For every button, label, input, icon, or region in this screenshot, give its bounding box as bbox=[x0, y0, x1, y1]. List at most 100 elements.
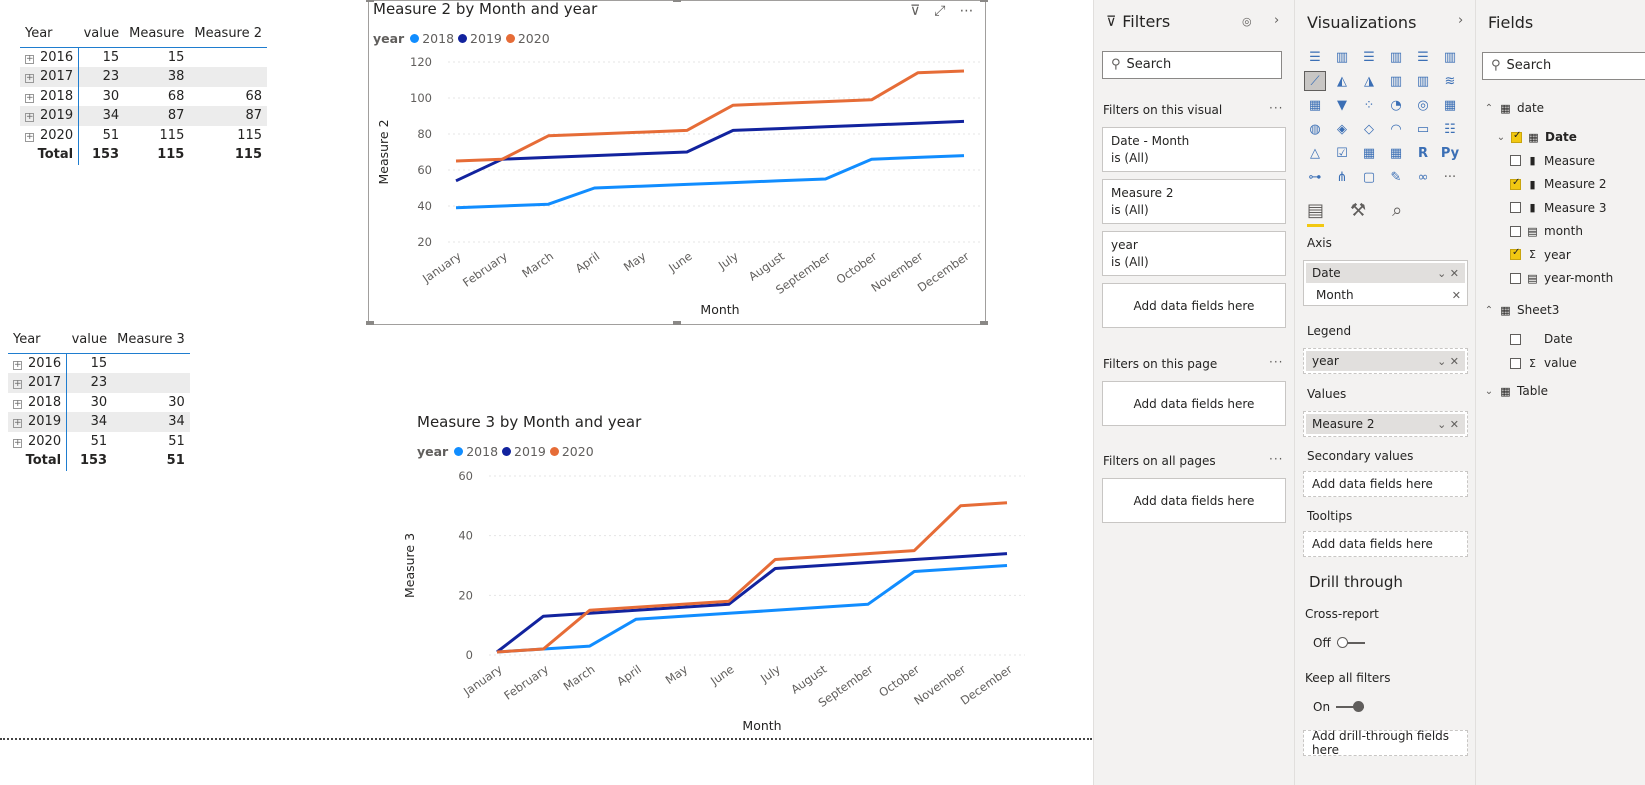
field-item[interactable]: ▮ Measure bbox=[1510, 154, 1595, 168]
table-row[interactable]: +2017 23 bbox=[8, 373, 190, 393]
add-visual-filter-drop[interactable]: Add data fields here bbox=[1102, 283, 1286, 328]
ribbon-chart-icon[interactable]: ≋ bbox=[1444, 73, 1456, 89]
field-checkbox[interactable] bbox=[1510, 225, 1521, 237]
expand-chevron-icon[interactable]: ⌄ bbox=[1484, 385, 1494, 397]
100-bar-chart-icon[interactable]: ☰ bbox=[1417, 49, 1429, 65]
slicer-icon[interactable]: ☑ bbox=[1336, 145, 1348, 161]
line-chart-measure-2[interactable]: Measure 2 by Month and year ⊽ ⤢ ⋯ year 2… bbox=[366, 0, 988, 325]
table-row[interactable]: +2016 15 15 bbox=[20, 47, 267, 67]
line-column-chart-icon[interactable]: ▥ bbox=[1389, 73, 1403, 89]
table-sheet3[interactable]: ⌃ ▦ Sheet3 bbox=[1484, 303, 1560, 317]
add-page-filter-drop[interactable]: Add data fields here bbox=[1102, 381, 1286, 426]
fields-tab-icon[interactable]: ▤ bbox=[1307, 200, 1325, 227]
legend-item-2019[interactable]: 2019 bbox=[458, 31, 502, 46]
table-row[interactable]: +2017 23 38 bbox=[20, 67, 268, 87]
cross-report-toggle[interactable]: Off bbox=[1313, 636, 1365, 650]
more-options-icon[interactable]: ⋯ bbox=[959, 3, 974, 19]
field-item[interactable]: ▮ Measure 2 bbox=[1510, 177, 1606, 191]
series-line-2018[interactable] bbox=[455, 154, 965, 210]
kpi-icon[interactable]: △ bbox=[1310, 145, 1320, 161]
axis-well[interactable]: Date ⌄ ✕ Month ✕ bbox=[1303, 260, 1468, 306]
column-header-year[interactable]: Year bbox=[20, 26, 79, 48]
field-controls[interactable]: ⌄ ✕ bbox=[1437, 266, 1459, 280]
table-date[interactable]: ⌃ ▦ date bbox=[1484, 101, 1544, 115]
table-row[interactable]: +2016 15 bbox=[8, 353, 190, 373]
field-item[interactable]: ▮ Measure 3 bbox=[1510, 201, 1606, 215]
analytics-magnifier-icon[interactable]: ⌕ bbox=[1392, 200, 1403, 221]
clustered-column-chart-icon[interactable]: ▥ bbox=[1389, 49, 1403, 65]
series-line-2019[interactable] bbox=[496, 552, 1008, 654]
map-icon[interactable]: ◍ bbox=[1309, 121, 1321, 137]
expand-chevron-icon[interactable]: ⌄ bbox=[1496, 131, 1506, 143]
scatter-chart-icon[interactable]: ⁘ bbox=[1363, 97, 1375, 113]
column-header-measure[interactable]: Measure bbox=[124, 26, 190, 48]
qa-icon[interactable]: ▢ bbox=[1362, 169, 1376, 185]
expand-icon[interactable]: + bbox=[25, 73, 34, 84]
field-checkbox[interactable] bbox=[1510, 155, 1521, 166]
shape-map-icon[interactable]: ◇ bbox=[1364, 121, 1374, 137]
python-visual-icon[interactable]: Py bbox=[1440, 145, 1460, 161]
legend-item-2020[interactable]: 2020 bbox=[505, 31, 550, 46]
field-checkbox[interactable] bbox=[1511, 130, 1522, 143]
stacked-bar-chart-icon[interactable]: ☰ bbox=[1309, 49, 1321, 65]
keep-filters-toggle[interactable]: On bbox=[1313, 700, 1365, 714]
format-paint-roller-icon[interactable]: ⚒ bbox=[1350, 200, 1367, 221]
card-icon[interactable]: ▭ bbox=[1416, 121, 1430, 137]
expand-icon[interactable]: + bbox=[25, 131, 34, 142]
more-options-icon[interactable]: ··· bbox=[1269, 452, 1284, 466]
waterfall-chart-icon[interactable]: ▦ bbox=[1308, 97, 1322, 113]
legend-item-2020[interactable]: 2020 bbox=[549, 444, 594, 459]
more-options-icon[interactable]: ··· bbox=[1269, 355, 1284, 369]
field-item[interactable]: ⌄ ▦ Date bbox=[1496, 130, 1577, 145]
field-checkbox[interactable] bbox=[1510, 202, 1521, 213]
decomposition-tree-icon[interactable]: ⋔ bbox=[1336, 169, 1348, 185]
table-row[interactable]: +2018 30 30 bbox=[8, 392, 190, 412]
more-visuals-icon[interactable]: ··· bbox=[1443, 169, 1457, 185]
report-canvas[interactable]: Year value Measure Measure 2 +2016 15 15 +2… bbox=[0, 0, 1092, 785]
series-line-2018[interactable] bbox=[496, 564, 1008, 654]
more-options-icon[interactable]: ··· bbox=[1269, 101, 1284, 115]
collapse-chevron-icon[interactable]: › bbox=[1458, 13, 1464, 28]
filter-card-year[interactable]: year is (All) bbox=[1102, 231, 1286, 276]
collapse-chevron-icon[interactable]: ⌃ bbox=[1484, 102, 1494, 114]
resize-handle[interactable] bbox=[980, 0, 988, 2]
focus-mode-icon[interactable]: ⤢ bbox=[934, 3, 946, 19]
legend-field[interactable]: year ⌄ ✕ bbox=[1306, 351, 1465, 371]
legend-item-2018[interactable]: 2018 bbox=[454, 444, 498, 459]
expand-icon[interactable]: + bbox=[13, 437, 22, 448]
collapse-chevron-icon[interactable]: › bbox=[1274, 13, 1280, 28]
filter-icon[interactable]: ⊽ bbox=[910, 3, 921, 19]
matrix-icon[interactable]: ▦ bbox=[1389, 145, 1403, 161]
remove-field-icon[interactable]: ✕ bbox=[1451, 288, 1461, 302]
tooltips-well[interactable]: Add data fields here bbox=[1303, 531, 1468, 557]
expand-icon[interactable]: + bbox=[25, 92, 34, 103]
resize-handle[interactable] bbox=[366, 321, 374, 325]
expand-icon[interactable]: + bbox=[13, 360, 22, 370]
table-row[interactable]: +2019 34 87 87 bbox=[20, 106, 268, 126]
area-chart-icon[interactable]: ◭ bbox=[1337, 73, 1347, 89]
eye-icon[interactable]: ◎ bbox=[1242, 15, 1252, 28]
values-well[interactable]: Measure 2 ⌄ ✕ bbox=[1303, 411, 1468, 437]
matrix-table-measure-3[interactable]: Year value Measure 3 +2016 15 +2017 23 +2018… bbox=[8, 332, 190, 471]
treemap-icon[interactable]: ▦ bbox=[1443, 97, 1457, 113]
key-influencers-icon[interactable]: ⊶ bbox=[1308, 169, 1322, 185]
fields-search-input[interactable]: ⚲ Search bbox=[1482, 52, 1645, 80]
gauge-icon[interactable]: ◠ bbox=[1390, 121, 1402, 137]
stacked-area-chart-icon[interactable]: ◮ bbox=[1364, 73, 1374, 89]
legend-well[interactable]: year ⌄ ✕ bbox=[1303, 348, 1468, 374]
pie-chart-icon[interactable]: ◔ bbox=[1390, 97, 1402, 113]
column-header-measure-2[interactable]: Measure 2 bbox=[189, 26, 268, 48]
line-clustered-column-icon[interactable]: ▥ bbox=[1416, 73, 1430, 89]
funnel-chart-icon[interactable]: ▼ bbox=[1337, 97, 1347, 113]
expand-icon[interactable]: + bbox=[25, 54, 34, 64]
field-item[interactable]: Date bbox=[1510, 332, 1573, 346]
legend-item-2019[interactable]: 2019 bbox=[502, 444, 546, 459]
expand-icon[interactable]: + bbox=[25, 112, 34, 123]
field-checkbox[interactable] bbox=[1510, 247, 1521, 260]
clustered-bar-chart-icon[interactable]: ☰ bbox=[1363, 49, 1375, 65]
filled-map-icon[interactable]: ◈ bbox=[1337, 121, 1347, 137]
stacked-column-chart-icon[interactable]: ▥ bbox=[1335, 49, 1349, 65]
expand-icon[interactable]: + bbox=[13, 398, 22, 409]
